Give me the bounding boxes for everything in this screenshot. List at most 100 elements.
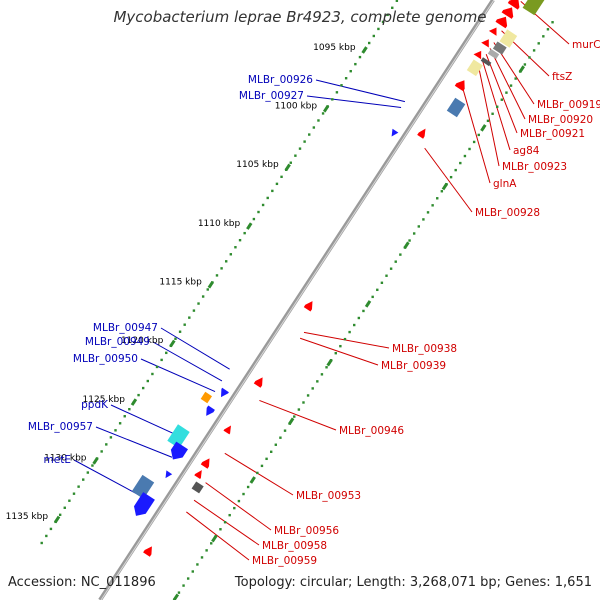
minor-tick-inner bbox=[454, 168, 457, 172]
minor-tick-inner bbox=[196, 563, 199, 566]
minor-tick-inner bbox=[459, 161, 462, 165]
minor-tick-inner bbox=[233, 506, 236, 510]
minor-tick-inner bbox=[468, 147, 471, 151]
major-tick-inner bbox=[288, 417, 295, 426]
minor-tick-inner bbox=[399, 253, 402, 256]
kbp-tick-label: 1105 kbp bbox=[236, 160, 279, 170]
minor-tick-inner bbox=[385, 274, 388, 277]
forward-gene-arrow bbox=[206, 405, 215, 416]
minor-tick-inner bbox=[242, 492, 245, 496]
minor-tick-outer bbox=[303, 140, 306, 143]
minor-tick-outer bbox=[229, 253, 233, 256]
gene-label-reverse: MLBr_00958 bbox=[262, 540, 327, 552]
minor-tick-outer bbox=[308, 133, 311, 136]
minor-tick-inner bbox=[177, 591, 181, 594]
minor-tick-inner bbox=[348, 330, 351, 334]
major-tick-outer bbox=[361, 46, 368, 54]
minor-tick-outer bbox=[141, 386, 145, 390]
minor-tick-inner bbox=[339, 344, 342, 348]
forward-gene-arrow bbox=[134, 492, 155, 516]
minor-tick-inner bbox=[394, 260, 397, 263]
gene-label-reverse: MLBr_00956 bbox=[274, 525, 339, 537]
minor-tick-outer bbox=[344, 77, 348, 80]
leader-line-reverse bbox=[224, 452, 294, 496]
minor-tick-inner bbox=[500, 98, 504, 101]
kbp-tick-label: 1100 kbp bbox=[275, 101, 318, 111]
minor-tick-inner bbox=[210, 542, 213, 545]
leader-line-reverse bbox=[489, 48, 526, 120]
minor-tick-outer bbox=[395, 0, 399, 2]
minor-tick-inner bbox=[306, 394, 310, 397]
minor-tick-inner bbox=[357, 316, 361, 320]
gene-label-forward: metE bbox=[44, 454, 71, 466]
gene-label-reverse: MLBr_00946 bbox=[339, 425, 404, 437]
minor-tick-inner bbox=[491, 112, 494, 115]
leader-line-forward bbox=[110, 404, 185, 439]
minor-tick-inner bbox=[353, 323, 356, 327]
reverse-gene-arrow bbox=[488, 27, 497, 36]
minor-tick-inner bbox=[431, 204, 434, 207]
minor-tick-outer bbox=[160, 358, 163, 362]
pseudogene-box bbox=[487, 48, 500, 60]
reverse-gene-arrow bbox=[143, 546, 152, 557]
pseudogene-box bbox=[499, 29, 518, 48]
minor-tick-outer bbox=[192, 309, 196, 312]
minor-tick-inner bbox=[426, 211, 430, 214]
minor-tick-inner bbox=[302, 401, 305, 404]
minor-tick-outer bbox=[280, 175, 283, 179]
minor-tick-outer bbox=[137, 393, 140, 397]
minor-tick-inner bbox=[472, 140, 476, 144]
gene-label-forward: MLBr_00926 bbox=[248, 74, 313, 86]
minor-tick-inner bbox=[325, 366, 328, 369]
reverse-gene-arrow bbox=[223, 425, 231, 435]
leader-line-forward bbox=[140, 358, 216, 392]
minor-tick-inner bbox=[320, 373, 324, 376]
gene-label-reverse: MLBr_00959 bbox=[252, 555, 317, 567]
minor-tick-outer bbox=[367, 41, 371, 45]
minor-tick-inner bbox=[219, 528, 222, 531]
minor-tick-outer bbox=[77, 485, 80, 488]
minor-tick-inner bbox=[417, 225, 420, 228]
minor-tick-inner bbox=[334, 352, 337, 355]
leader-line-reverse bbox=[259, 399, 337, 431]
accession-text: Accession: NC_011896 bbox=[8, 575, 156, 590]
minor-tick-outer bbox=[174, 337, 177, 340]
minor-tick-outer bbox=[340, 84, 343, 87]
minor-tick-inner bbox=[228, 513, 231, 517]
minor-tick-inner bbox=[265, 457, 268, 461]
minor-tick-inner bbox=[260, 464, 264, 468]
minor-tick-outer bbox=[178, 330, 182, 333]
minor-tick-inner bbox=[532, 49, 536, 52]
minor-tick-outer bbox=[391, 6, 394, 10]
minor-tick-outer bbox=[146, 379, 149, 383]
rrna-operon-box bbox=[522, 0, 545, 16]
leader-line-reverse bbox=[193, 499, 260, 546]
minor-tick-inner bbox=[283, 429, 287, 432]
minor-tick-inner bbox=[376, 288, 379, 292]
leader-line-reverse bbox=[205, 482, 272, 531]
kbp-tick-label: 1130 kbp bbox=[44, 454, 87, 464]
minor-tick-inner bbox=[509, 84, 513, 87]
major-tick-inner bbox=[326, 358, 333, 367]
minor-tick-inner bbox=[380, 281, 384, 284]
gene-label-forward: MLBr_00949 bbox=[85, 336, 150, 348]
minor-tick-inner bbox=[316, 380, 319, 383]
major-tick-inner bbox=[172, 593, 180, 600]
minor-tick-outer bbox=[294, 154, 297, 157]
minor-tick-inner bbox=[269, 450, 273, 453]
minor-tick-outer bbox=[45, 534, 48, 538]
gene-label-forward: MLBr_00950 bbox=[73, 353, 138, 365]
minor-tick-outer bbox=[206, 288, 209, 291]
minor-tick-outer bbox=[82, 478, 85, 481]
leader-line-forward bbox=[95, 426, 173, 458]
gene-label-reverse: ftsZ bbox=[552, 71, 572, 83]
gene-label-reverse: MLBr_00928 bbox=[475, 207, 540, 219]
minor-tick-outer bbox=[298, 147, 302, 150]
gene-label-reverse: ag84 bbox=[513, 145, 540, 157]
major-tick-outer bbox=[284, 163, 291, 172]
minor-tick-outer bbox=[86, 471, 90, 474]
major-tick-outer bbox=[207, 281, 215, 289]
kbp-tick-label: 1135 kbp bbox=[6, 512, 49, 522]
minor-tick-inner bbox=[256, 471, 259, 475]
gene-label-forward: MLBr_00947 bbox=[93, 322, 158, 334]
